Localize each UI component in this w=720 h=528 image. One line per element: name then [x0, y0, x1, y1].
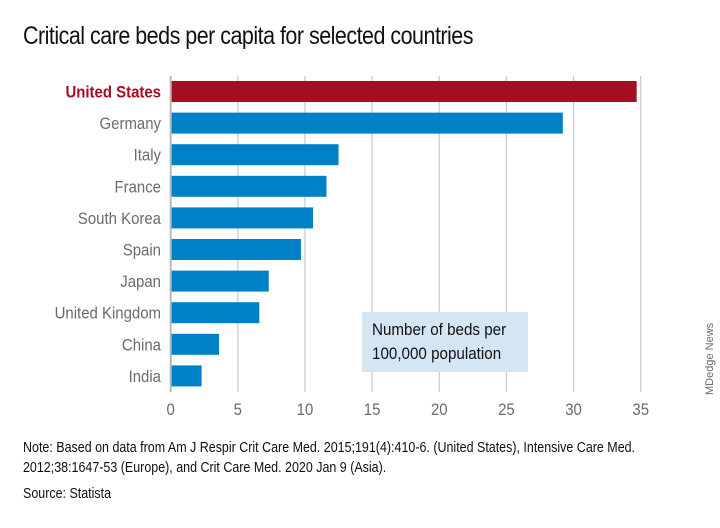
- x-tick-label: 10: [297, 401, 314, 419]
- bar-spain: [170, 239, 301, 260]
- x-tick-label: 5: [234, 401, 242, 419]
- category-label: Germany: [100, 115, 161, 133]
- category-label: Spain: [123, 242, 161, 260]
- category-labels: United States Germany Italy France South Kor…: [55, 84, 161, 386]
- category-label: Italy: [134, 147, 161, 165]
- bar-united-kingdom: [170, 302, 260, 324]
- category-label: India: [129, 368, 162, 386]
- note-text: Based on data from Am J Respir Crit Care…: [23, 440, 636, 476]
- bar-france: [170, 175, 327, 197]
- category-label: France: [114, 178, 161, 196]
- x-tick-label: 25: [498, 401, 515, 419]
- category-label: United States: [65, 84, 161, 102]
- x-tick-label: 15: [364, 401, 381, 419]
- x-tick-label: 35: [632, 401, 649, 419]
- category-label: South Korea: [78, 210, 161, 228]
- source: Source: Statista: [23, 486, 111, 502]
- x-tick-label: 30: [565, 401, 582, 419]
- note-label: Note:: [23, 440, 53, 456]
- legend-box: [362, 312, 528, 372]
- bars: [170, 81, 637, 387]
- bar-south-korea: [170, 207, 314, 229]
- bar-china: [170, 333, 220, 355]
- credit-text: MDedge News: [704, 322, 716, 395]
- source-text: Statista: [65, 486, 112, 502]
- bar-japan: [170, 270, 269, 292]
- note: Note: Based on data from Am J Respir Cri…: [23, 438, 642, 478]
- legend-text: Number of beds per 100,000 population: [372, 321, 507, 363]
- category-label: United Kingdom: [55, 305, 161, 323]
- x-tick-labels: 0 5 10 15 20 25 30 35: [167, 401, 650, 419]
- x-tick-label: 0: [167, 401, 175, 419]
- bar-united-states: [170, 81, 637, 102]
- bar-germany: [170, 112, 563, 134]
- category-label: Japan: [120, 273, 161, 291]
- x-tick-label: 20: [431, 401, 448, 419]
- category-label: China: [122, 336, 161, 354]
- bar-italy: [170, 144, 339, 166]
- source-label: Source:: [23, 486, 66, 502]
- chart-title: Critical care beds per capita for select…: [23, 22, 473, 50]
- bar-india: [170, 365, 202, 387]
